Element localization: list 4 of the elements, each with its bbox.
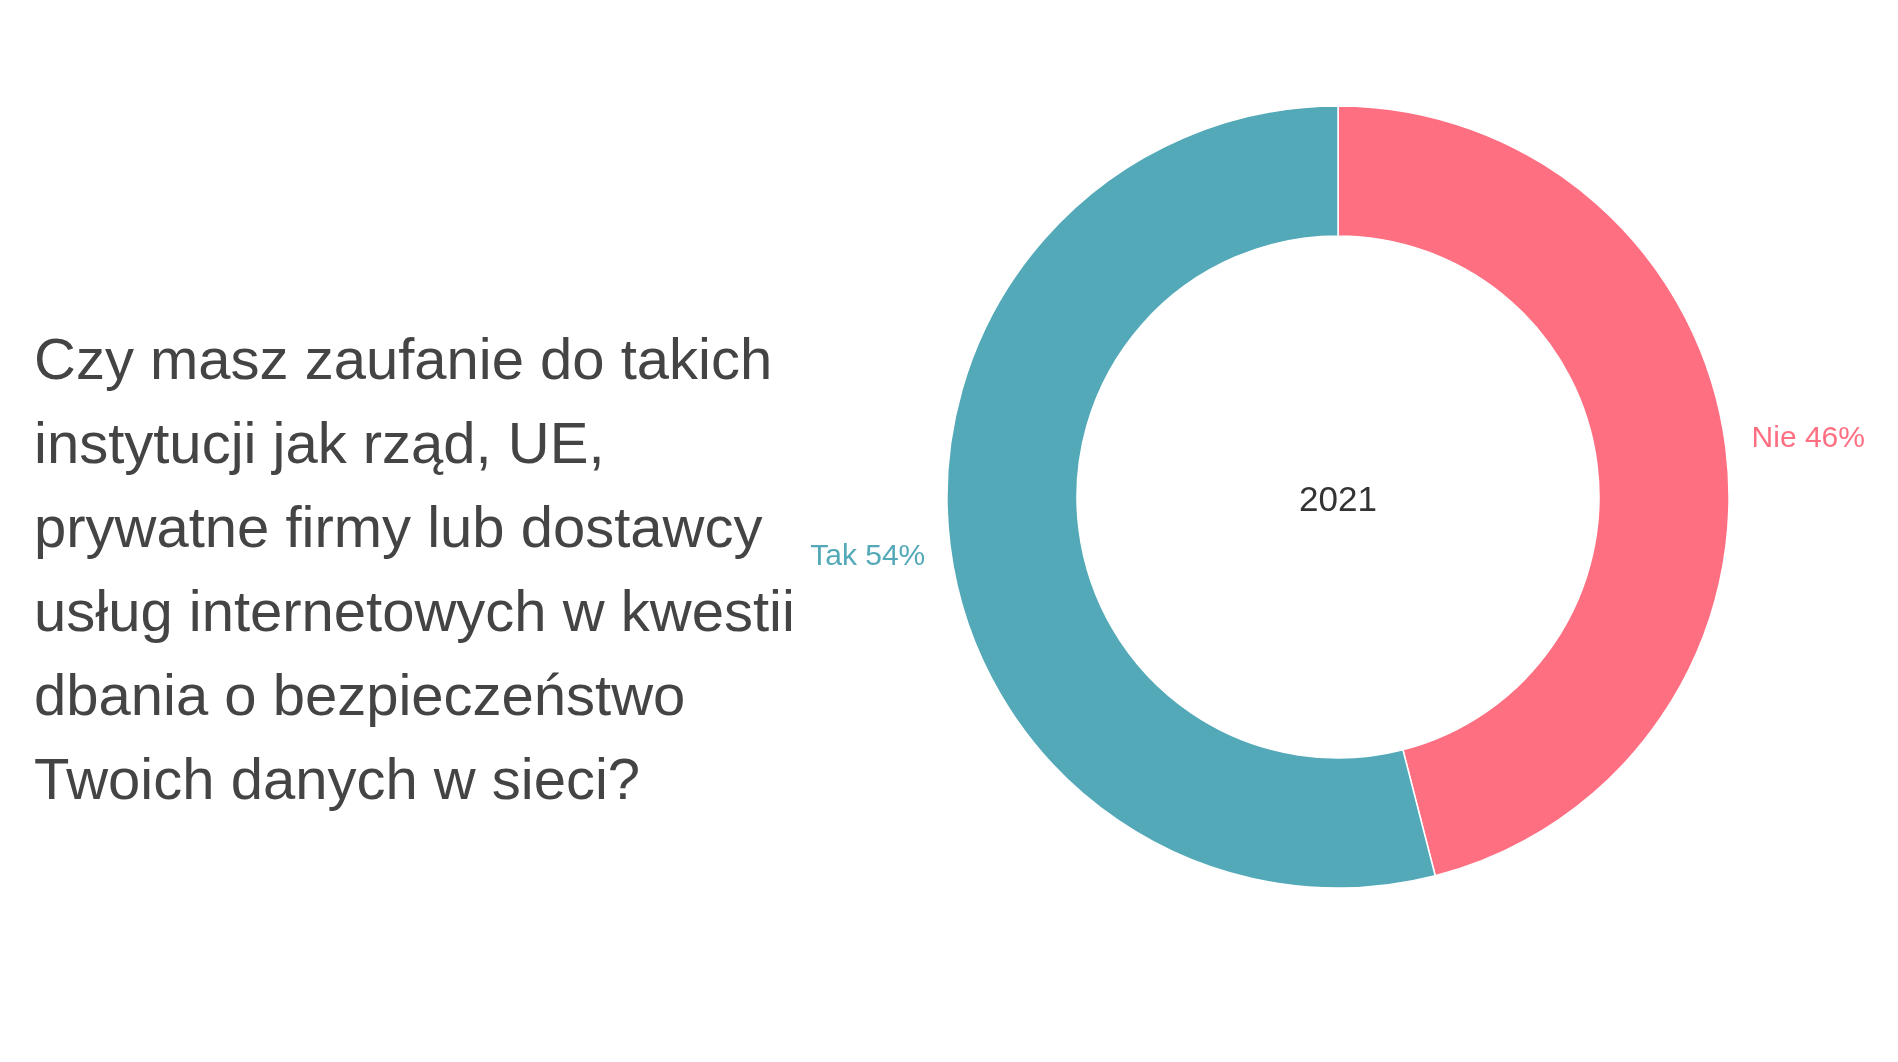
text: Czy masz zaufanie do takich instytucji jak rząd, UE, prywatne firmy lub dostawcy usług internetowych w kwestii dbania o bezpieczeństwo Twoich danych w sieci? [34, 326, 795, 811]
text: 2021 [1299, 479, 1377, 518]
slice-label: Tak 54% [810, 538, 926, 572]
slice-label: Nie 46% [1751, 419, 1865, 453]
